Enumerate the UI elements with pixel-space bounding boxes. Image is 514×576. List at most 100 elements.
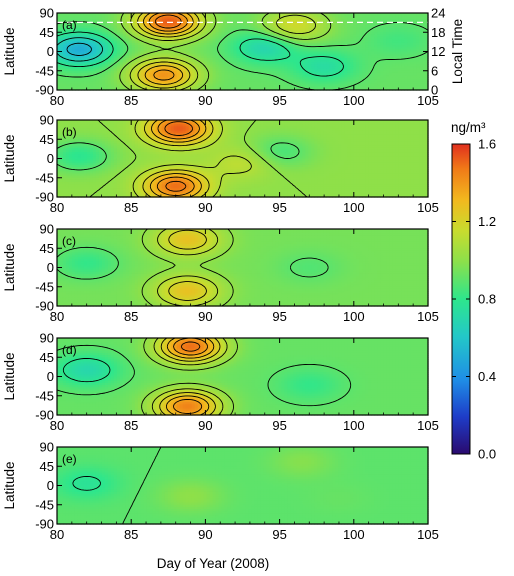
heatmap-cell: [236, 13, 241, 16]
heatmap-cell: [413, 25, 417, 29]
heatmap-cell: [368, 25, 372, 29]
heatmap-cell: [191, 21, 196, 25]
heatmap-cell: [287, 23, 291, 27]
heatmap-cell: [209, 15, 214, 18]
heatmap-cell: [344, 25, 348, 29]
heatmap-cell: [65, 25, 70, 29]
heatmap-cell: [353, 21, 357, 25]
heatmap-cell: [116, 23, 121, 27]
heatmap-cell: [215, 23, 220, 27]
heatmap-cell: [89, 17, 94, 21]
heatmap-cell: [293, 19, 297, 23]
x-tick-label: 100: [343, 93, 365, 108]
heatmap-cell: [290, 19, 294, 23]
heatmap-cell: [182, 27, 187, 31]
heatmap-cell: [59, 15, 64, 18]
heatmap-cell: [272, 17, 277, 21]
heatmap-cell: [62, 13, 67, 16]
heatmap-cell: [143, 27, 148, 31]
heatmap-cell: [338, 15, 342, 18]
heatmap-cell: [344, 15, 348, 18]
heatmap-cell: [269, 13, 274, 16]
heatmap-cell: [281, 15, 285, 18]
heatmap-cell: [251, 13, 256, 16]
heatmap-cell: [269, 23, 274, 27]
heatmap-cell: [152, 21, 157, 25]
heatmap-cell: [110, 13, 115, 16]
heatmap-cell: [374, 25, 378, 29]
heatmap-cell: [404, 13, 408, 16]
heatmap-cell: [206, 15, 211, 18]
heatmap-cell: [206, 17, 211, 21]
heatmap-cell: [101, 19, 106, 23]
heatmap-cell: [92, 21, 97, 25]
heatmap-cell: [290, 23, 294, 27]
heatmap-cell: [182, 23, 187, 27]
heatmap-cell: [395, 15, 399, 18]
heatmap-cell: [224, 21, 229, 25]
heatmap-cell: [377, 17, 381, 21]
heatmap-cell: [371, 13, 375, 16]
heatmap-cell: [77, 25, 82, 29]
heatmap-cell: [245, 25, 250, 29]
heatmap-cell: [347, 25, 351, 29]
heatmap-cell: [119, 19, 124, 23]
heatmap-cell: [98, 17, 103, 21]
heatmap-cell: [335, 19, 339, 23]
heatmap-cell: [323, 19, 327, 23]
heatmap-cell: [356, 17, 360, 21]
heatmap-cell: [248, 25, 253, 29]
heatmap-cell: [191, 25, 196, 29]
heatmap-cell: [422, 23, 426, 27]
heatmap-cell: [194, 27, 199, 31]
heatmap-cell: [107, 19, 112, 23]
heatmap-cell: [233, 27, 238, 31]
heatmap-cell: [230, 17, 235, 21]
heatmap-cell: [107, 23, 112, 27]
heatmap-cell: [284, 17, 288, 21]
heatmap-cell: [257, 15, 262, 18]
heatmap-cell: [311, 21, 315, 25]
heatmap-cell: [170, 23, 175, 27]
heatmap-cell: [137, 23, 142, 27]
heatmap-cell: [161, 19, 166, 23]
heatmap-cell: [230, 27, 235, 31]
heatmap-cell: [410, 23, 414, 27]
heatmap-cell: [140, 25, 145, 29]
heatmap-cell: [116, 27, 121, 31]
heatmap-cell: [128, 25, 133, 29]
heatmap-cell: [365, 15, 369, 18]
heatmap-cell: [146, 25, 151, 29]
heatmap-cell: [335, 23, 339, 27]
heatmap-cell: [248, 15, 253, 18]
heatmap-cell: [383, 15, 387, 18]
heatmap-cell: [320, 19, 324, 23]
heatmap-cell: [71, 15, 76, 18]
heatmap-cell: [173, 19, 178, 23]
heatmap-cell: [218, 17, 223, 21]
heatmap-cell: [344, 17, 348, 21]
heatmap-cell: [359, 17, 363, 21]
heatmap-cell: [179, 23, 184, 27]
heatmap-cell: [272, 25, 277, 29]
heatmap-cell: [113, 19, 118, 23]
heatmap-cell: [230, 13, 235, 16]
heatmap-cell: [134, 13, 139, 16]
heatmap-cell: [392, 25, 396, 29]
heatmap-cell: [266, 13, 271, 16]
heatmap-cell: [164, 27, 169, 31]
heatmap-cell: [152, 17, 157, 21]
heatmap-cell: [236, 17, 241, 21]
heatmap-cell: [347, 15, 351, 18]
heatmap-cell: [242, 21, 247, 25]
heatmap-cell: [239, 17, 244, 21]
heatmap-cell: [68, 27, 73, 31]
heatmap-cell: [389, 13, 393, 16]
heatmap-cell: [245, 17, 250, 21]
heatmap-cell: [57, 25, 61, 29]
heatmap-cell: [254, 13, 259, 16]
heatmap-cell: [209, 27, 214, 31]
heatmap-cell: [410, 19, 414, 23]
heatmap-cell: [167, 13, 172, 16]
